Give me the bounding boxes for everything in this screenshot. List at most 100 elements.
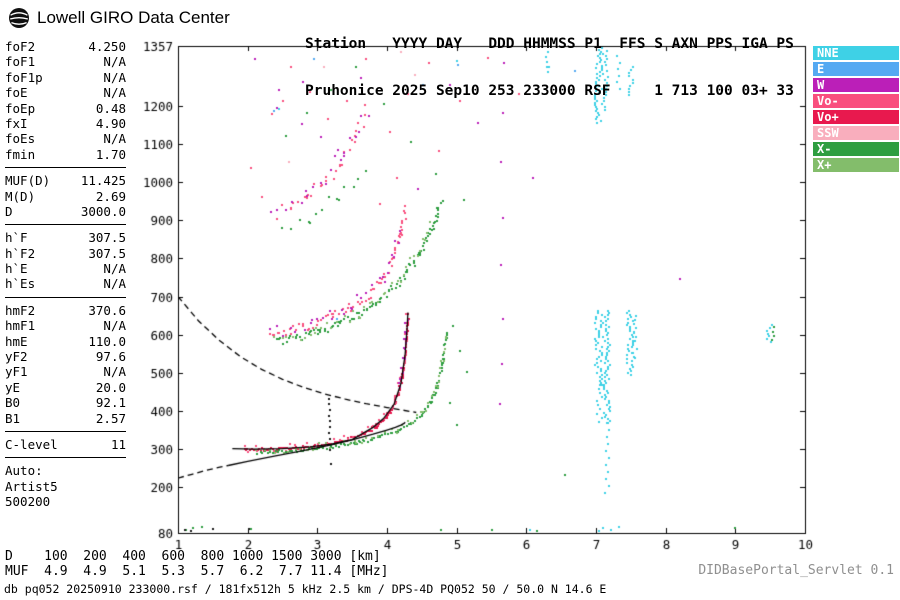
station-header: Station YYYY DAY DDD HHMMSS P1 FFS S AXN…: [305, 6, 794, 130]
param-label: h`Es: [5, 276, 36, 292]
param-value: N/A: [103, 276, 126, 292]
param-label: B0: [5, 395, 21, 411]
param-label: B1: [5, 410, 21, 426]
param-row-fof1: foF1 N/A: [5, 54, 126, 69]
param-label: foE: [5, 85, 28, 101]
param-row-fxi: fxI 4.90: [5, 116, 126, 131]
auto-scaler-line-1: Auto:: [5, 463, 43, 479]
legend-item-xminus: X-: [813, 142, 899, 156]
param-value: N/A: [103, 54, 126, 70]
param-divider: [5, 296, 126, 298]
param-row-fof2: foF2 4.250: [5, 39, 126, 54]
param-value: 2.57: [95, 410, 126, 426]
param-row-yf2: yF2 97.6: [5, 349, 126, 364]
param-label: M(D): [5, 188, 36, 204]
legend-item-ssw: SSW: [813, 126, 899, 140]
param-label: h`F2: [5, 245, 36, 261]
param-label: yF2: [5, 349, 28, 365]
param-row-b0: B0 92.1: [5, 395, 126, 410]
param-divider: [5, 167, 126, 169]
param-label: foF1: [5, 54, 36, 70]
giro-globe-icon: [9, 8, 29, 28]
brand-title: Lowell GIRO Data Center: [37, 8, 230, 27]
param-row-foe: foE N/A: [5, 85, 126, 100]
param-label: yF1: [5, 364, 28, 380]
param-value: N/A: [103, 364, 126, 380]
param-group-5: C-level 11: [5, 437, 126, 452]
param-row-hf: h`F 307.5: [5, 230, 126, 245]
param-value: N/A: [103, 318, 126, 334]
param-row-mufd: MUF(D) 11.425: [5, 173, 126, 188]
param-row-b1: B1 2.57: [5, 411, 126, 426]
param-value: 307.5: [88, 230, 126, 246]
param-row-fof1p: foF1p N/A: [5, 70, 126, 85]
param-value: 370.6: [88, 302, 126, 318]
param-label: fxI: [5, 115, 28, 131]
param-row-ye: yE 20.0: [5, 380, 126, 395]
param-value: N/A: [103, 69, 126, 85]
legend-item-voplus: Vo+: [813, 110, 899, 124]
param-value: N/A: [103, 85, 126, 101]
param-value: 2.69: [95, 188, 126, 204]
parameter-panel: foF2 4.250 foF1 N/A foF1p N/A foE N/A foEp 0.48 fx…: [5, 39, 126, 510]
param-value: N/A: [103, 261, 126, 277]
param-row-clevel: C-level 11: [5, 437, 126, 452]
echo-type-legend: NNE E W Vo- Vo+ SSW X- X+: [813, 46, 899, 174]
param-row-hme: hmE 110.0: [5, 334, 126, 349]
param-row-d: D 3000.0: [5, 204, 126, 219]
param-row-hmf1: hmF1 N/A: [5, 318, 126, 333]
param-label: h`E: [5, 261, 28, 277]
param-row-he: h`E N/A: [5, 261, 126, 276]
param-group-2: MUF(D) 11.425 M(D) 2.69 D 3000.0: [5, 173, 126, 219]
param-label: hmF1: [5, 318, 36, 334]
d-muf-table: D 100 200 400 600 800 1000 1500 3000 [km…: [5, 549, 389, 579]
auto-scaler-line-3: 500200: [5, 494, 51, 510]
param-row-yf1: yF1 N/A: [5, 364, 126, 379]
legend-item-w: W: [813, 78, 899, 92]
param-label: MUF(D): [5, 173, 51, 189]
lowell-giro-logo: Lowell GIRO Data Center: [8, 7, 230, 29]
param-group-4: hmF2 370.6 hmF1 N/A hmE 110.0 yF2 97.6 yF1 N/A yE 2…: [5, 303, 126, 426]
legend-item-xplus: X+: [813, 158, 899, 172]
param-row-foes: foEs N/A: [5, 131, 126, 146]
param-value: 3000.0: [80, 203, 126, 219]
param-label: hmE: [5, 333, 28, 349]
param-label: C-level: [5, 436, 58, 452]
param-divider: [5, 430, 126, 432]
param-value: 307.5: [88, 245, 126, 261]
param-label: h`F: [5, 230, 28, 246]
param-value: N/A: [103, 131, 126, 147]
param-label: hmF2: [5, 302, 36, 318]
legend-item-vominus: Vo-: [813, 94, 899, 108]
param-label: yE: [5, 379, 21, 395]
param-divider: [5, 457, 126, 459]
param-value: 4.250: [88, 39, 126, 54]
param-row-foep: foEp 0.48: [5, 101, 126, 116]
param-group-3: h`F 307.5 h`F2 307.5 h`E N/A h`Es N/A: [5, 230, 126, 292]
param-group-1: foF2 4.250 foF1 N/A foF1p N/A foE N/A foEp 0.48 fx…: [5, 39, 126, 162]
station-header-line1: Station YYYY DAY DDD HHMMSS P1 FFS S AXN…: [305, 36, 794, 52]
param-label: foEs: [5, 131, 36, 147]
param-value: 97.6: [95, 349, 126, 365]
param-row-hes: h`Es N/A: [5, 276, 126, 291]
param-divider: [5, 224, 126, 226]
legend-item-e: E: [813, 62, 899, 76]
param-value: 4.90: [95, 115, 126, 131]
param-row-md: M(D) 2.69: [5, 189, 126, 204]
param-value: 92.1: [95, 395, 126, 411]
param-value: 11: [110, 436, 126, 452]
param-label: D: [5, 203, 13, 219]
status-line: db pq052 20250910 233000.rsf / 181fx512h…: [4, 582, 607, 596]
station-header-line2: Pruhonice 2025 Sep10 253 233000 RSF 1 71…: [305, 82, 794, 99]
auto-scaler-line-2: Artist5: [5, 478, 58, 494]
param-label: foF2: [5, 39, 36, 54]
servlet-version-label: DIDBasePortal_Servlet 0.1: [698, 563, 894, 578]
param-value: 0.48: [95, 100, 126, 116]
param-row-hmf2: hmF2 370.6: [5, 303, 126, 318]
param-value: 110.0: [88, 333, 126, 349]
param-label: fmin: [5, 146, 36, 162]
legend-item-nne: NNE: [813, 46, 899, 60]
param-row-hf2: h`F2 307.5: [5, 246, 126, 261]
